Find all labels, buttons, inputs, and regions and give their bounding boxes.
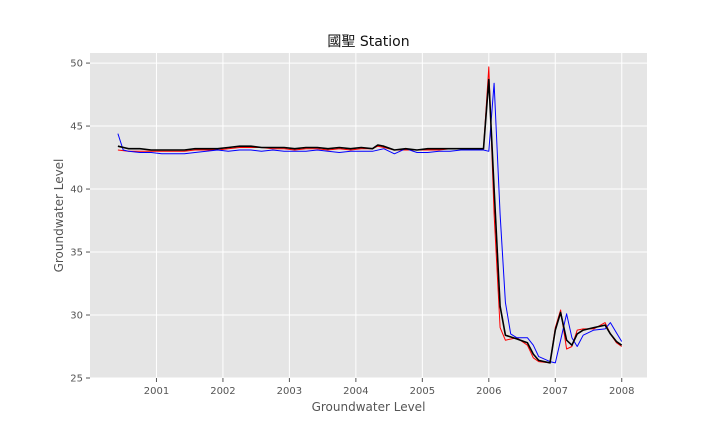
y-tick-label: 45 [70, 122, 83, 133]
y-axis-label: Groundwater Level [52, 159, 66, 273]
y-tick-label: 40 [70, 185, 83, 196]
x-axis-label: Groundwater Level [312, 400, 426, 414]
x-tick-label: 2007 [543, 386, 568, 397]
y-tick-label: 30 [70, 311, 83, 322]
series-lines [117, 66, 623, 364]
series-line-2 [117, 82, 623, 364]
y-tick-label: 25 [70, 374, 83, 385]
chart-title: 國聖 Station [327, 34, 409, 50]
x-tick-label: 2005 [410, 386, 435, 397]
x-tick-label: 2003 [277, 386, 302, 397]
x-tick-label: 2002 [210, 386, 235, 397]
plot-area [90, 53, 647, 378]
x-tick-label: 2001 [144, 386, 169, 397]
x-tick-label: 2006 [476, 386, 501, 397]
grid [90, 53, 647, 379]
y-tick-label: 35 [70, 248, 83, 259]
y-tick-label: 50 [70, 59, 83, 70]
x-tick-label: 2004 [343, 386, 368, 397]
y-axis-ticks: 25 30 35 40 45 50 [70, 59, 90, 385]
x-tick-label: 2008 [609, 386, 634, 397]
series-line-3 [117, 78, 623, 364]
x-axis-ticks: 2001 2002 2003 2004 2005 2006 2007 2008 [144, 378, 634, 397]
